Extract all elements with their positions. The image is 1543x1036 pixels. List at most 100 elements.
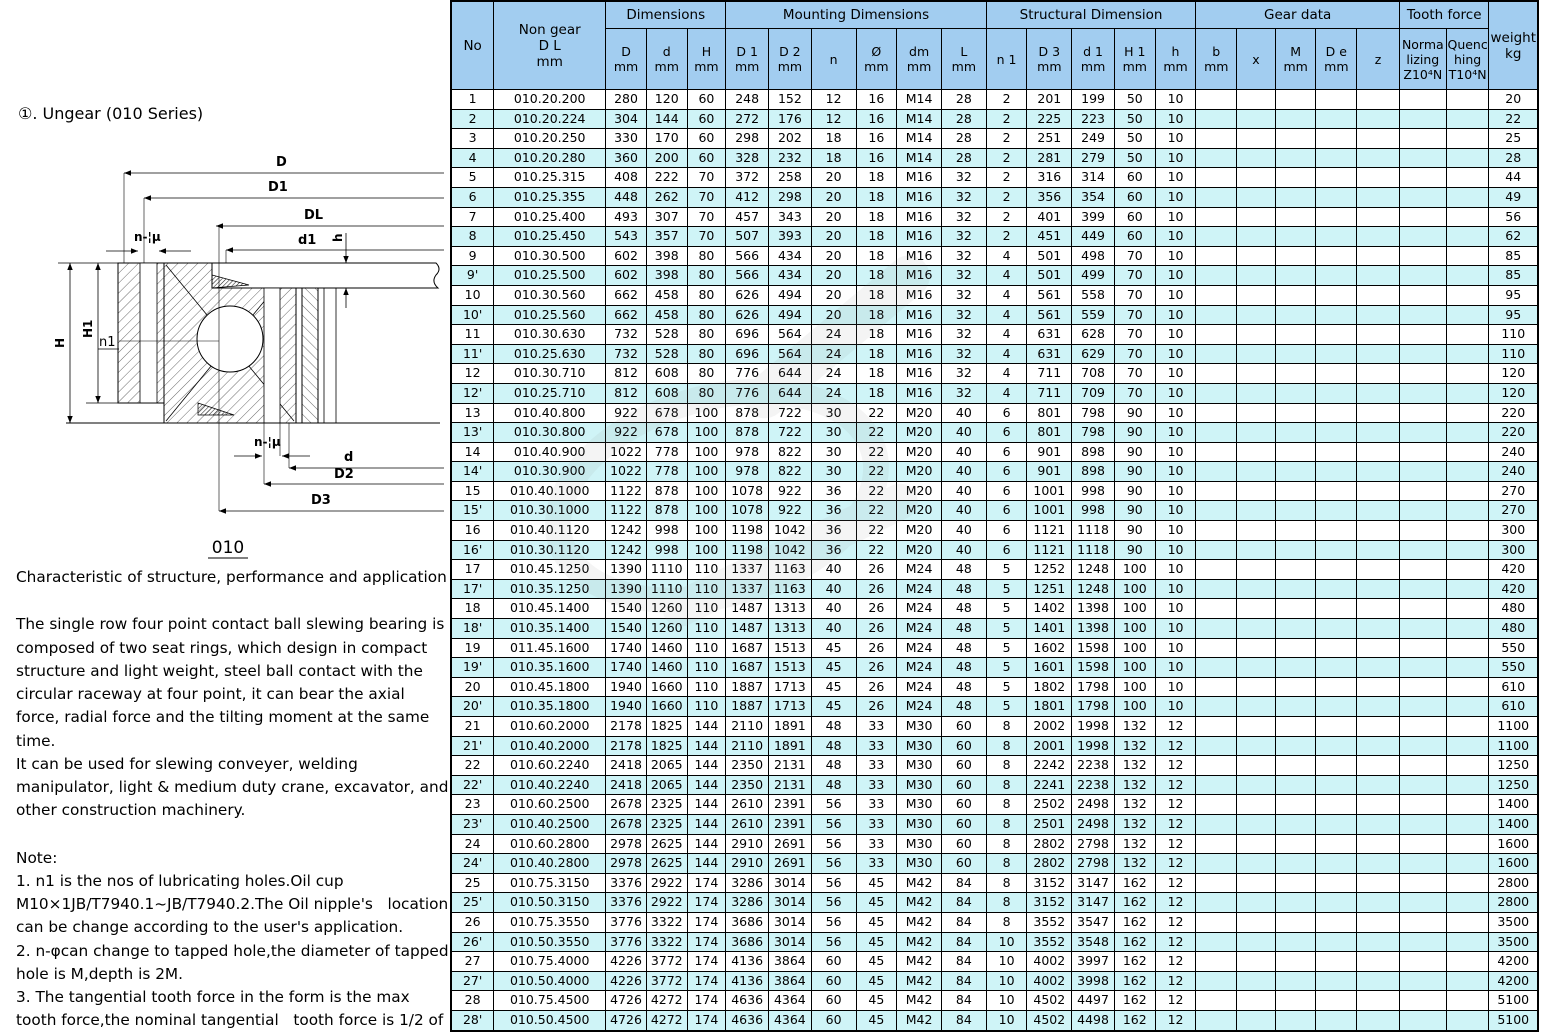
cell-weight: 5100 bbox=[1488, 1009, 1539, 1032]
cell-M bbox=[1274, 226, 1317, 247]
cell-L: 40 bbox=[940, 461, 987, 482]
cell-model: 010.25.500 bbox=[493, 265, 607, 286]
cell-D: 330 bbox=[605, 128, 647, 149]
cell-D: 732 bbox=[605, 343, 647, 365]
cell-dia: 26 bbox=[855, 598, 898, 620]
cell-d1: 4498 bbox=[1071, 1009, 1115, 1032]
cell-n: 20 bbox=[810, 226, 857, 247]
cell-quenching bbox=[1445, 676, 1490, 698]
cell-weight: 1400 bbox=[1488, 794, 1539, 815]
cell-dia: 33 bbox=[855, 774, 898, 796]
cell-h: 10 bbox=[1154, 461, 1197, 482]
dim-label-h: h bbox=[331, 233, 345, 242]
cell-D1: 2350 bbox=[725, 774, 769, 796]
cell-n: 45 bbox=[810, 676, 857, 698]
cell-n: 40 bbox=[810, 559, 857, 580]
cell-normalizing bbox=[1398, 872, 1447, 894]
cell-n1: 5 bbox=[985, 559, 1028, 580]
table-row: 12' 010.25.710 812 608 80 776 644 24 18 M16 32 4 711… bbox=[450, 382, 1539, 404]
cell-h: 12 bbox=[1154, 931, 1197, 953]
cell-De bbox=[1315, 226, 1358, 247]
cell-d1: 1248 bbox=[1071, 578, 1115, 600]
cell-M bbox=[1274, 539, 1317, 561]
cell-dm: M24 bbox=[896, 696, 942, 717]
cell-D3: 801 bbox=[1026, 422, 1073, 443]
cell-x bbox=[1236, 520, 1276, 541]
col-header-dia: Ø mm bbox=[855, 28, 898, 90]
cell-d1: 898 bbox=[1071, 441, 1115, 463]
cell-dm: M16 bbox=[896, 304, 942, 326]
cell-quenching bbox=[1445, 147, 1490, 169]
cell-H1: 100 bbox=[1113, 696, 1156, 717]
cell-z bbox=[1356, 206, 1400, 228]
cell-weight: 22 bbox=[1488, 108, 1539, 130]
cell-n: 56 bbox=[810, 794, 857, 815]
cell-n1: 2 bbox=[985, 108, 1028, 130]
cell-no: 19 bbox=[450, 637, 495, 659]
cell-De bbox=[1315, 774, 1358, 796]
cell-D2: 3014 bbox=[768, 911, 812, 933]
cell-normalizing bbox=[1398, 990, 1447, 1011]
cell-dia: 45 bbox=[855, 931, 898, 953]
cell-z bbox=[1356, 304, 1400, 326]
cell-quenching bbox=[1445, 402, 1490, 424]
cell-D1: 457 bbox=[725, 206, 769, 228]
cell-L: 40 bbox=[940, 520, 987, 541]
cell-dm: M30 bbox=[896, 735, 942, 757]
cell-n1: 2 bbox=[985, 226, 1028, 247]
cell-z bbox=[1356, 186, 1400, 208]
cell-model: 010.35.1600 bbox=[493, 657, 607, 678]
col-header-dm: dm mm bbox=[896, 28, 942, 90]
cell-d: 222 bbox=[645, 167, 688, 188]
cell-normalizing bbox=[1398, 441, 1447, 463]
cell-no: 14' bbox=[450, 461, 495, 482]
cell-dm: M42 bbox=[896, 872, 942, 894]
cell-H: 110 bbox=[686, 578, 727, 600]
cell-dm: M16 bbox=[896, 167, 942, 188]
cell-normalizing bbox=[1398, 265, 1447, 286]
cell-z bbox=[1356, 441, 1400, 463]
cell-D2: 2391 bbox=[768, 794, 812, 815]
cell-no: 26' bbox=[450, 931, 495, 953]
cell-n: 18 bbox=[810, 128, 857, 149]
cell-b bbox=[1195, 872, 1238, 894]
cell-quenching bbox=[1445, 167, 1490, 188]
cell-D: 2418 bbox=[605, 774, 647, 796]
cell-d1: 2238 bbox=[1071, 774, 1115, 796]
cell-H1: 132 bbox=[1113, 833, 1156, 855]
cell-D2: 1042 bbox=[768, 539, 812, 561]
cell-n: 30 bbox=[810, 461, 857, 482]
cell-model: 010.60.2500 bbox=[493, 794, 607, 815]
cell-d1: 399 bbox=[1071, 206, 1115, 228]
cell-D3: 901 bbox=[1026, 461, 1073, 482]
cell-D1: 1198 bbox=[725, 520, 769, 541]
cell-H: 144 bbox=[686, 833, 727, 855]
cell-D3: 1251 bbox=[1026, 578, 1073, 600]
cell-weight: 220 bbox=[1488, 422, 1539, 443]
cell-D3: 501 bbox=[1026, 245, 1073, 267]
cell-D2: 644 bbox=[768, 382, 812, 404]
cell-D1: 2910 bbox=[725, 853, 769, 874]
cell-h: 10 bbox=[1154, 304, 1197, 326]
cell-weight: 1600 bbox=[1488, 853, 1539, 874]
cell-L: 32 bbox=[940, 167, 987, 188]
cell-weight: 420 bbox=[1488, 578, 1539, 600]
cell-b bbox=[1195, 245, 1238, 267]
cell-model: 010.30.500 bbox=[493, 245, 607, 267]
cell-dia: 45 bbox=[855, 1009, 898, 1032]
cell-D: 662 bbox=[605, 304, 647, 326]
cell-z bbox=[1356, 676, 1400, 698]
cell-no: 7 bbox=[450, 206, 495, 228]
cell-De bbox=[1315, 696, 1358, 717]
cell-d1: 1598 bbox=[1071, 657, 1115, 678]
cell-model: 010.50.3150 bbox=[493, 892, 607, 913]
cell-model: 010.25.450 bbox=[493, 226, 607, 247]
cell-normalizing bbox=[1398, 226, 1447, 247]
cell-no: 6 bbox=[450, 186, 495, 208]
cell-d: 608 bbox=[645, 382, 688, 404]
cell-quenching bbox=[1445, 108, 1490, 130]
cell-d1: 3998 bbox=[1071, 970, 1115, 992]
cell-n1: 8 bbox=[985, 911, 1028, 933]
cell-no: 27 bbox=[450, 951, 495, 972]
cell-n: 30 bbox=[810, 441, 857, 463]
